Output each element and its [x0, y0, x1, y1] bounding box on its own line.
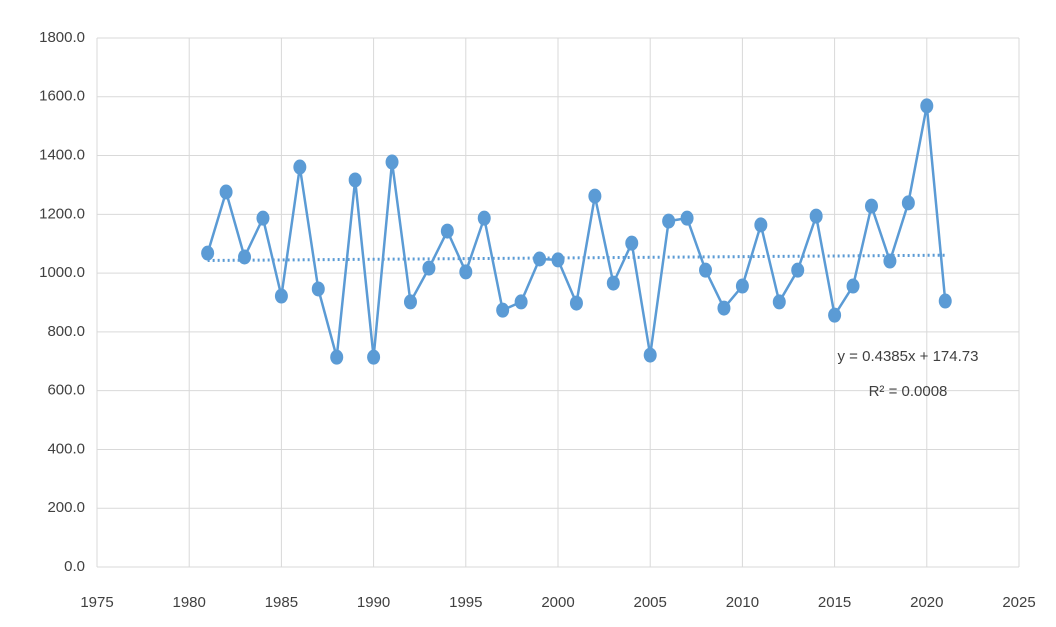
data-point [735, 278, 749, 294]
data-point [311, 281, 325, 297]
y-tick-label: 400.0 [47, 440, 85, 457]
data-point [588, 188, 602, 204]
data-point [440, 223, 454, 239]
data-point [643, 347, 657, 363]
data-point [533, 251, 547, 267]
data-point [330, 349, 344, 365]
y-tick-label: 0.0 [64, 558, 85, 575]
data-point [293, 159, 307, 175]
data-point [496, 302, 510, 318]
data-point [274, 288, 288, 304]
y-tick-label: 600.0 [47, 382, 85, 399]
data-point [717, 300, 731, 316]
x-tick-label: 1995 [449, 594, 482, 611]
x-tick-label: 1990 [357, 594, 390, 611]
data-point [809, 208, 823, 224]
data-point [238, 249, 252, 265]
x-tick-label: 1980 [173, 594, 206, 611]
data-point [367, 349, 381, 365]
x-tick-label: 2020 [910, 594, 943, 611]
data-point [680, 210, 694, 226]
data-point [846, 278, 860, 294]
data-point [403, 294, 417, 310]
data-point [422, 260, 436, 276]
data-point [219, 184, 233, 200]
data-point [477, 210, 491, 226]
y-tick-label: 1600.0 [39, 88, 85, 105]
data-point [459, 264, 473, 280]
data-point [864, 198, 878, 214]
x-tick-label: 1975 [80, 594, 113, 611]
data-point [625, 235, 639, 251]
x-tick-label: 1985 [265, 594, 298, 611]
x-tick-label: 2005 [634, 594, 667, 611]
y-tick-label: 800.0 [47, 323, 85, 340]
data-point [791, 262, 805, 278]
x-tick-label: 2010 [726, 594, 759, 611]
data-point [938, 293, 952, 309]
data-point [883, 253, 897, 269]
data-point [256, 210, 270, 226]
trend-r-squared: R² = 0.0008 [869, 383, 948, 400]
data-point [772, 294, 786, 310]
data-point [201, 245, 215, 261]
data-point [514, 294, 528, 310]
trend-equation: y = 0.4385x + 174.73 [838, 348, 979, 365]
x-tick-label: 2025 [1002, 594, 1035, 611]
data-point [385, 154, 399, 170]
x-tick-label: 2000 [541, 594, 574, 611]
data-point [662, 213, 676, 229]
x-tick-label: 2015 [818, 594, 851, 611]
data-point [348, 172, 362, 188]
data-point [828, 307, 842, 323]
data-point [551, 252, 565, 268]
y-tick-label: 1200.0 [39, 205, 85, 222]
y-tick-label: 200.0 [47, 499, 85, 516]
data-point [699, 262, 713, 278]
y-tick-label: 1400.0 [39, 147, 85, 164]
data-point [920, 98, 934, 114]
data-point [569, 295, 583, 311]
data-point [754, 217, 768, 233]
data-point [606, 275, 620, 291]
data-point [901, 195, 915, 211]
y-tick-label: 1000.0 [39, 264, 85, 281]
y-tick-label: 1800.0 [39, 29, 85, 46]
